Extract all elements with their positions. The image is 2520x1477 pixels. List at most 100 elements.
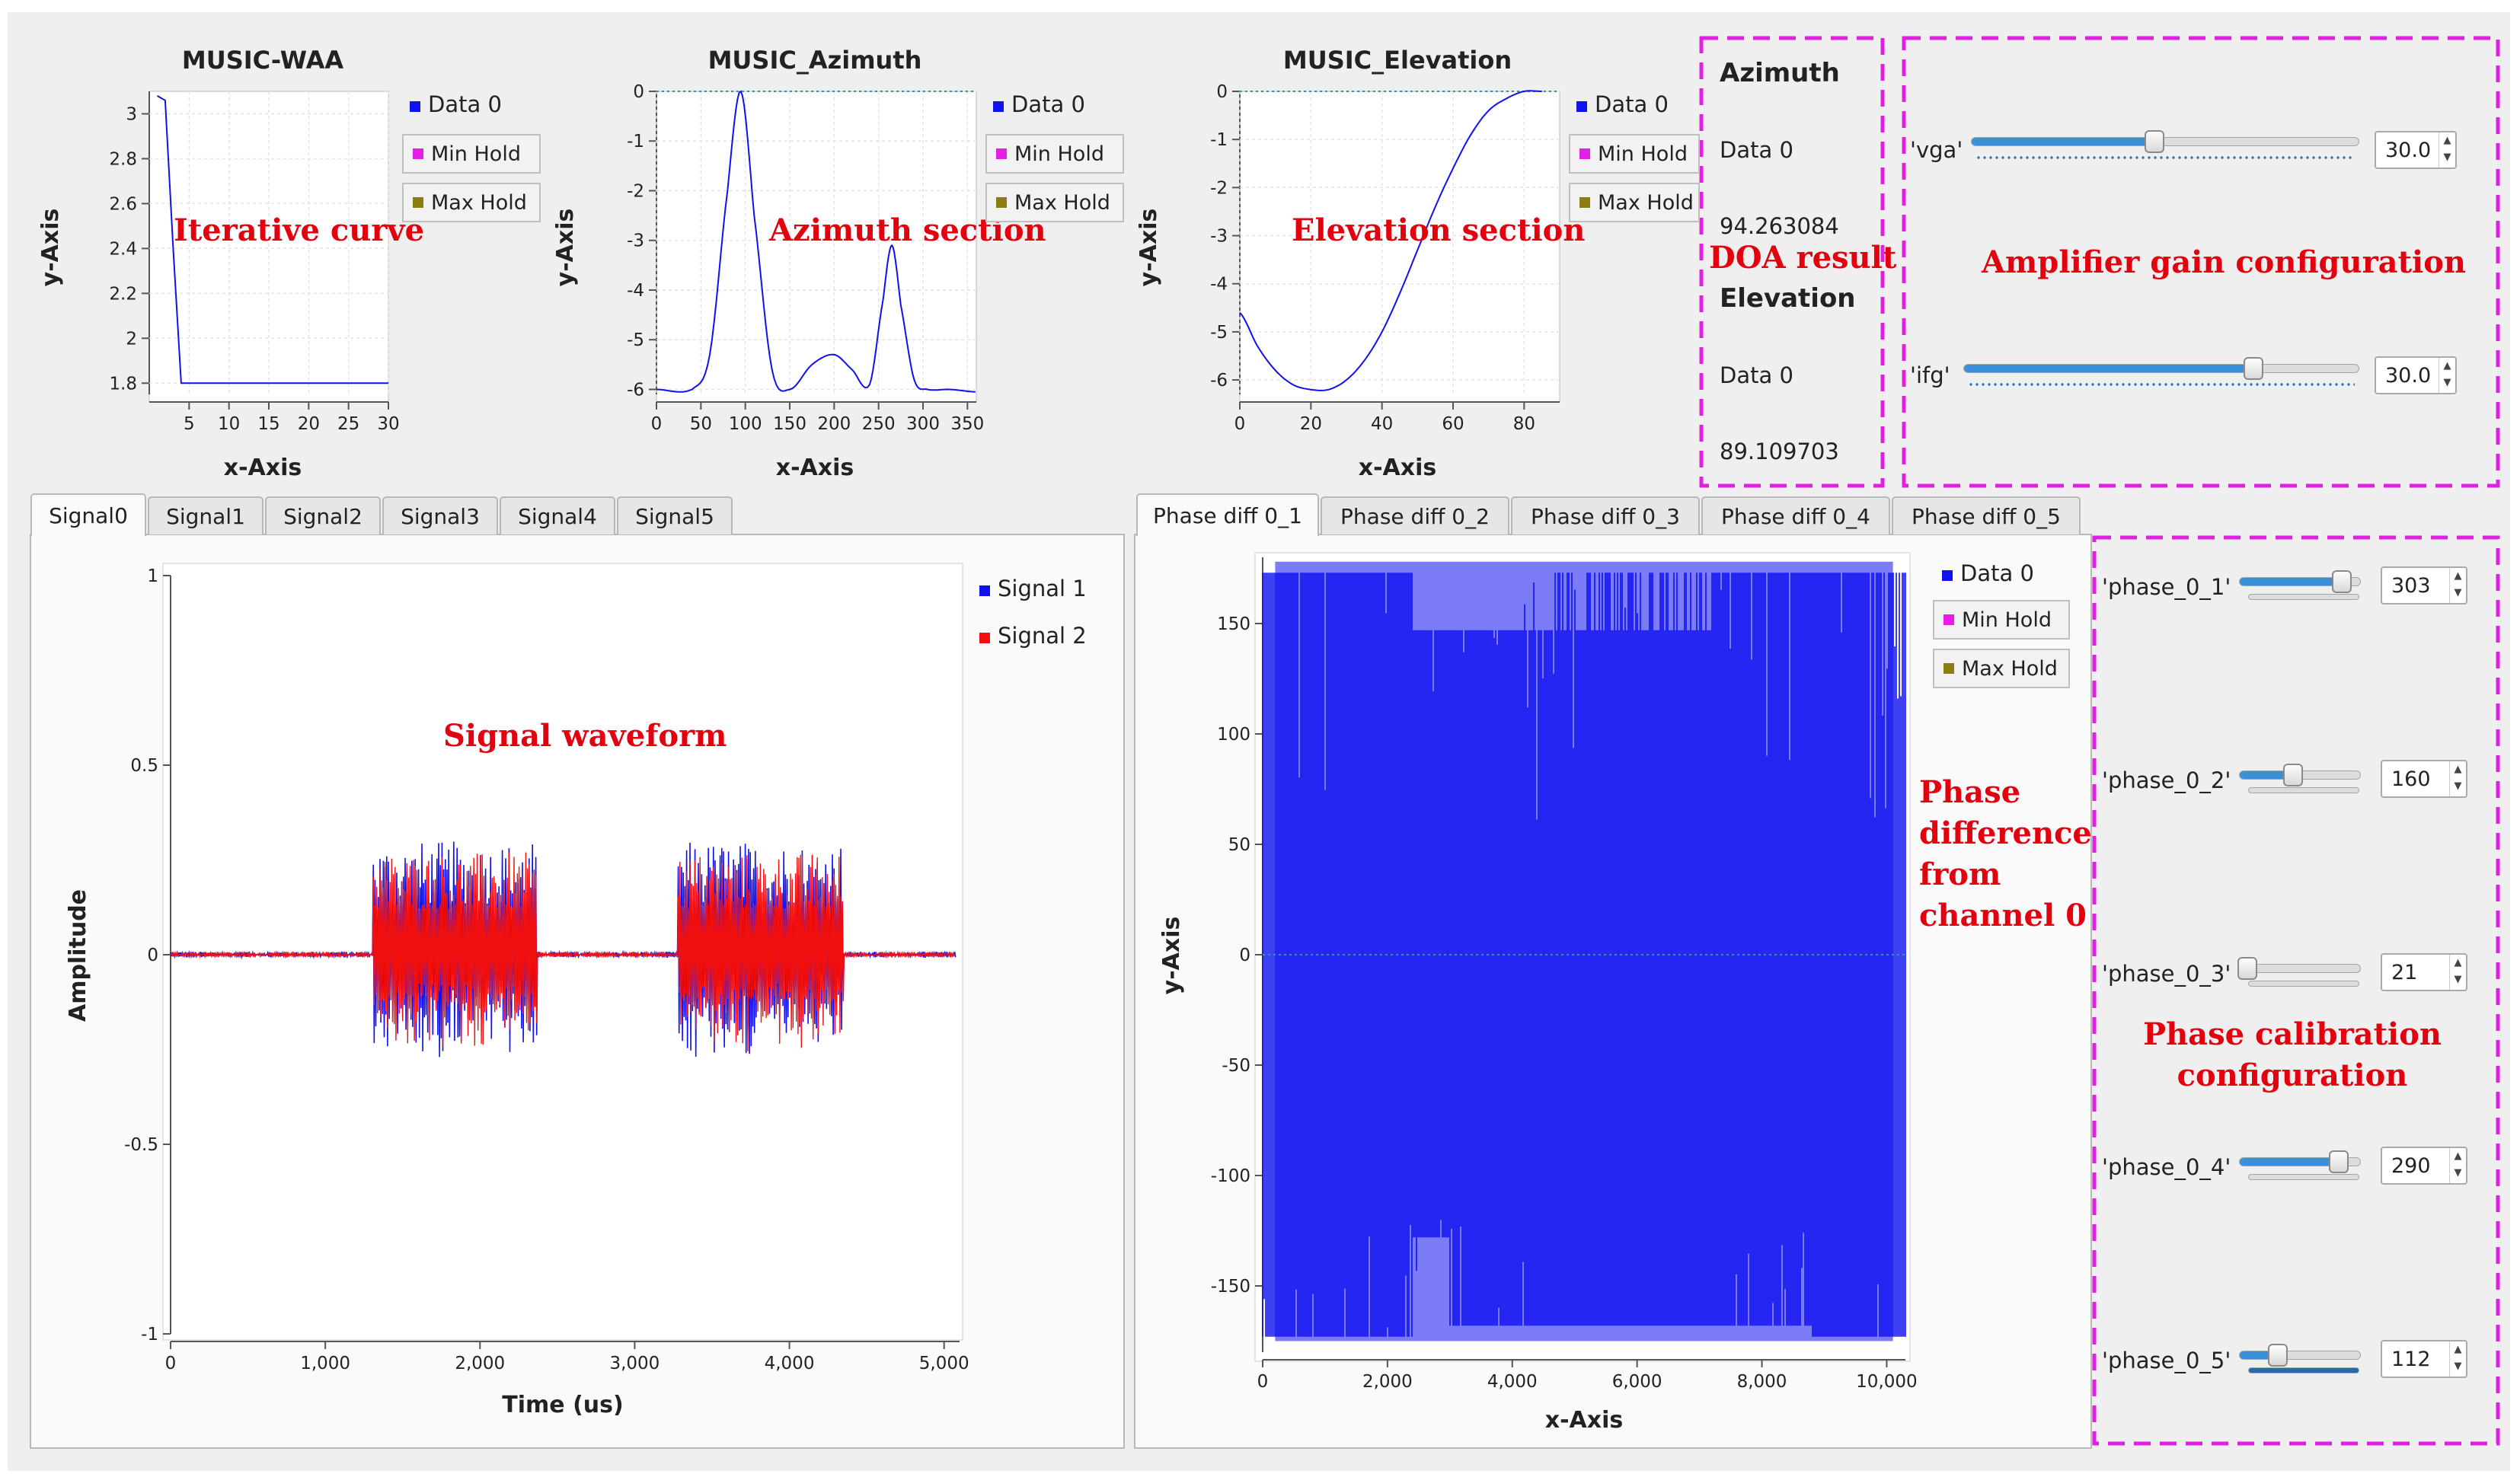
signal-legend-signal2[interactable]: Signal 2	[979, 623, 1087, 649]
ifg-value: 30.0	[2385, 363, 2432, 388]
phase-tab-4[interactable]: Phase diff 0_5	[1892, 496, 2081, 534]
ifg-tick-marks	[1968, 382, 2355, 387]
phase-cal-label: 'phase_0_4'	[2102, 1154, 2231, 1180]
ifg-slider[interactable]	[1963, 357, 2359, 380]
phase-tab-2[interactable]: Phase diff 0_3	[1511, 496, 1700, 534]
waa-xtick-label: 15	[257, 414, 279, 434]
waa-legend-max-hold[interactable]: Max Hold	[402, 183, 541, 222]
phase-cal-slider[interactable]	[2239, 570, 2361, 593]
phase-cal-slider[interactable]	[2239, 764, 2361, 786]
azimuth-xtick-label: 350	[950, 414, 984, 434]
spin-arrows-icon[interactable]: ▲ ▼	[2449, 761, 2466, 796]
legend-swatch-icon	[1943, 614, 1954, 625]
spin-arrows-icon[interactable]: ▲ ▼	[2449, 1341, 2466, 1377]
phase-ytick-label: -100	[1211, 1166, 1250, 1186]
azimuth-ytick-label: 0	[633, 82, 644, 102]
phase-cal-slider-handle[interactable]	[2332, 570, 2352, 593]
spin-arrows-icon[interactable]: ▲ ▼	[2449, 955, 2466, 990]
waa-xtick-label: 20	[298, 414, 320, 434]
elevation-ytick-label: 0	[1216, 82, 1228, 102]
ifg-spinbox[interactable]: 30.0 ▲ ▼	[2375, 356, 2457, 394]
phase-ytick-label: 100	[1217, 725, 1250, 745]
signal-legend-signal1[interactable]: Signal 1	[979, 576, 1087, 601]
spin-arrows-icon[interactable]: ▲ ▼	[2439, 358, 2455, 393]
azimuth-legend-data0[interactable]: Data 0	[993, 91, 1085, 117]
azimuth-result-series: Data 0	[1720, 137, 1793, 163]
elevation-legend-data0[interactable]: Data 0	[1576, 91, 1669, 117]
signal-tab-1[interactable]: Signal1	[148, 496, 263, 534]
phase-cal-value: 303	[2391, 573, 2431, 598]
phase-tab-0[interactable]: Phase diff 0_1	[1136, 493, 1319, 536]
phase-cal-annotation-2: configuration	[2177, 1058, 2408, 1093]
elevation-xtick-label: 0	[1234, 414, 1246, 434]
phase-cal-spinbox[interactable]: 290 ▲ ▼	[2381, 1147, 2467, 1185]
elevation-result-value: 89.109703	[1720, 439, 1839, 464]
spin-arrows-icon[interactable]: ▲ ▼	[2439, 132, 2455, 167]
spin-arrows-icon[interactable]: ▲ ▼	[2449, 568, 2466, 603]
phase-cal-slider-handle[interactable]	[2283, 764, 2304, 786]
elevation-legend-min-hold[interactable]: Min Hold	[1569, 134, 1700, 174]
spin-arrows-icon[interactable]: ▲ ▼	[2449, 1148, 2466, 1183]
signal-ytick-label: 1	[147, 566, 158, 586]
waa-title: MUSIC-WAA	[182, 46, 343, 75]
phase-tab-3[interactable]: Phase diff 0_4	[1701, 496, 1890, 534]
waa-legend-data0[interactable]: Data 0	[410, 91, 502, 117]
phase-cal-slider[interactable]	[2237, 957, 2361, 980]
signal-tab-0[interactable]: Signal0	[30, 493, 146, 536]
phase-cal-value: 160	[2391, 767, 2431, 791]
ifg-slider-fill	[1964, 365, 2253, 372]
signal-xtick-label: 0	[165, 1354, 177, 1373]
phase-cal-spinbox[interactable]: 21 ▲ ▼	[2381, 953, 2467, 991]
phase-cal-spinbox[interactable]: 112 ▲ ▼	[2381, 1340, 2467, 1378]
waa-legend-min-hold[interactable]: Min Hold	[402, 134, 541, 174]
phase-cal-slider[interactable]	[2239, 1344, 2361, 1367]
phase-annotation-1: Phase	[1919, 774, 2020, 810]
signal-tab-3[interactable]: Signal3	[382, 496, 498, 534]
phase-cal-slider[interactable]	[2239, 1150, 2361, 1173]
waa-ytick-label: 2.4	[109, 239, 137, 259]
azimuth-legend-min-hold[interactable]: Min Hold	[985, 134, 1124, 174]
signal-tab-2[interactable]: Signal2	[265, 496, 381, 534]
phase-cal-label: 'phase_0_1'	[2102, 574, 2231, 600]
phase-ytick-label: 0	[1239, 946, 1250, 965]
legend-swatch-icon	[1942, 570, 1953, 581]
legend-swatch-icon	[996, 148, 1007, 159]
phase-cal-subtrack	[2248, 787, 2359, 793]
phase-cal-slider-handle[interactable]	[2237, 957, 2257, 980]
azimuth-xtick-label: 200	[817, 414, 851, 434]
elevation-ytick-label: -1	[1210, 130, 1228, 150]
phase-ytick-label: 50	[1228, 835, 1250, 855]
elevation-annotation: Elevation section	[1292, 212, 1585, 248]
legend-swatch-icon	[410, 101, 420, 112]
elevation-legend-max-hold[interactable]: Max Hold	[1569, 183, 1700, 222]
azimuth-title: MUSIC_Azimuth	[708, 46, 922, 75]
phase-cal-slider-handle[interactable]	[2267, 1344, 2288, 1367]
phase-cal-spinbox[interactable]: 160 ▲ ▼	[2381, 760, 2467, 798]
vga-spinbox[interactable]: 30.0 ▲ ▼	[2375, 131, 2457, 169]
legend-label: Data 0	[1595, 91, 1669, 117]
ifg-slider-handle[interactable]	[2243, 357, 2263, 380]
legend-swatch-icon	[1943, 663, 1954, 674]
phase-tab-1[interactable]: Phase diff 0_2	[1321, 496, 1509, 534]
elevation-xtick-label: 60	[1442, 414, 1464, 434]
phase-legend-min-hold[interactable]: Min Hold	[1933, 600, 2070, 640]
waa-ytick-label: 2.2	[109, 284, 137, 304]
waa-chart: 3 2.8 2.6 2.4 2.2 2 1.8 5 10 15 20 25 30	[109, 91, 400, 434]
phase-cal-spinbox[interactable]: 303 ▲ ▼	[2381, 566, 2467, 605]
vga-slider-handle[interactable]	[2144, 130, 2164, 153]
legend-label: Min Hold	[1598, 142, 1688, 166]
phase-legend-data0[interactable]: Data 0	[1942, 560, 2034, 586]
legend-label: Signal 2	[998, 623, 1087, 649]
signal-ytick-label: 0.5	[130, 756, 158, 776]
signal-tab-4[interactable]: Signal4	[500, 496, 615, 534]
azimuth-legend-max-hold[interactable]: Max Hold	[985, 183, 1124, 222]
signal-tab-5[interactable]: Signal5	[617, 496, 733, 534]
elevation-ytick-label: -2	[1210, 178, 1228, 198]
signal-xtick-label: 3,000	[609, 1354, 660, 1373]
elevation-ytick-label: -6	[1210, 371, 1228, 391]
vga-value: 30.0	[2385, 138, 2432, 162]
phase-cal-slider-fill	[2240, 1158, 2339, 1166]
phase-legend-max-hold[interactable]: Max Hold	[1933, 649, 2070, 688]
vga-slider[interactable]	[1971, 130, 2359, 153]
phase-cal-slider-handle[interactable]	[2328, 1150, 2349, 1173]
